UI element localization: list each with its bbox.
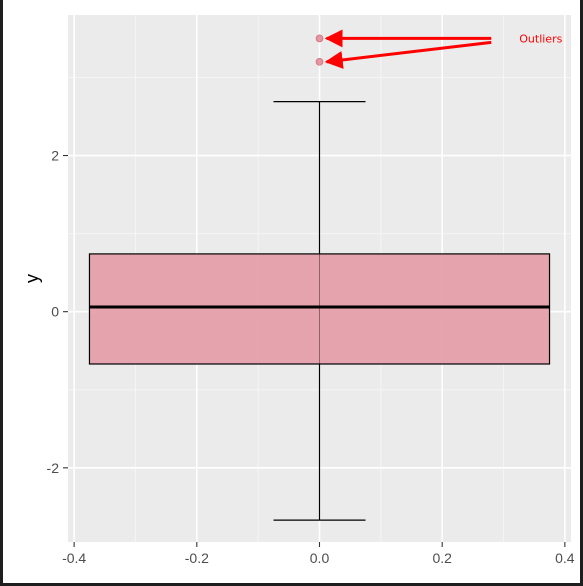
outlier-point (315, 58, 324, 66)
annotation-arrow (324, 40, 492, 69)
y-tick-label: 0 (51, 304, 59, 320)
axes: -0.4 -0.2 0.0 0.2 0.4 -2 0 2 y (22, 148, 575, 566)
x-tick-label: -0.2 (185, 550, 209, 566)
x-tick-label: -0.4 (62, 550, 86, 566)
y-tick-label: 2 (51, 148, 59, 164)
outlier-annotation: Outliers (324, 29, 563, 69)
x-tick-label: 0.2 (432, 550, 452, 566)
x-tick-label: 0.4 (555, 550, 575, 566)
y-axis-title: y (22, 274, 42, 283)
annotation-label: Outliers (519, 32, 562, 45)
y-tick-label: -2 (47, 460, 60, 476)
x-tick-label: 0.0 (310, 550, 330, 566)
outlier-point (315, 34, 324, 43)
box-iqr (88, 253, 551, 365)
box-plot (88, 34, 551, 521)
